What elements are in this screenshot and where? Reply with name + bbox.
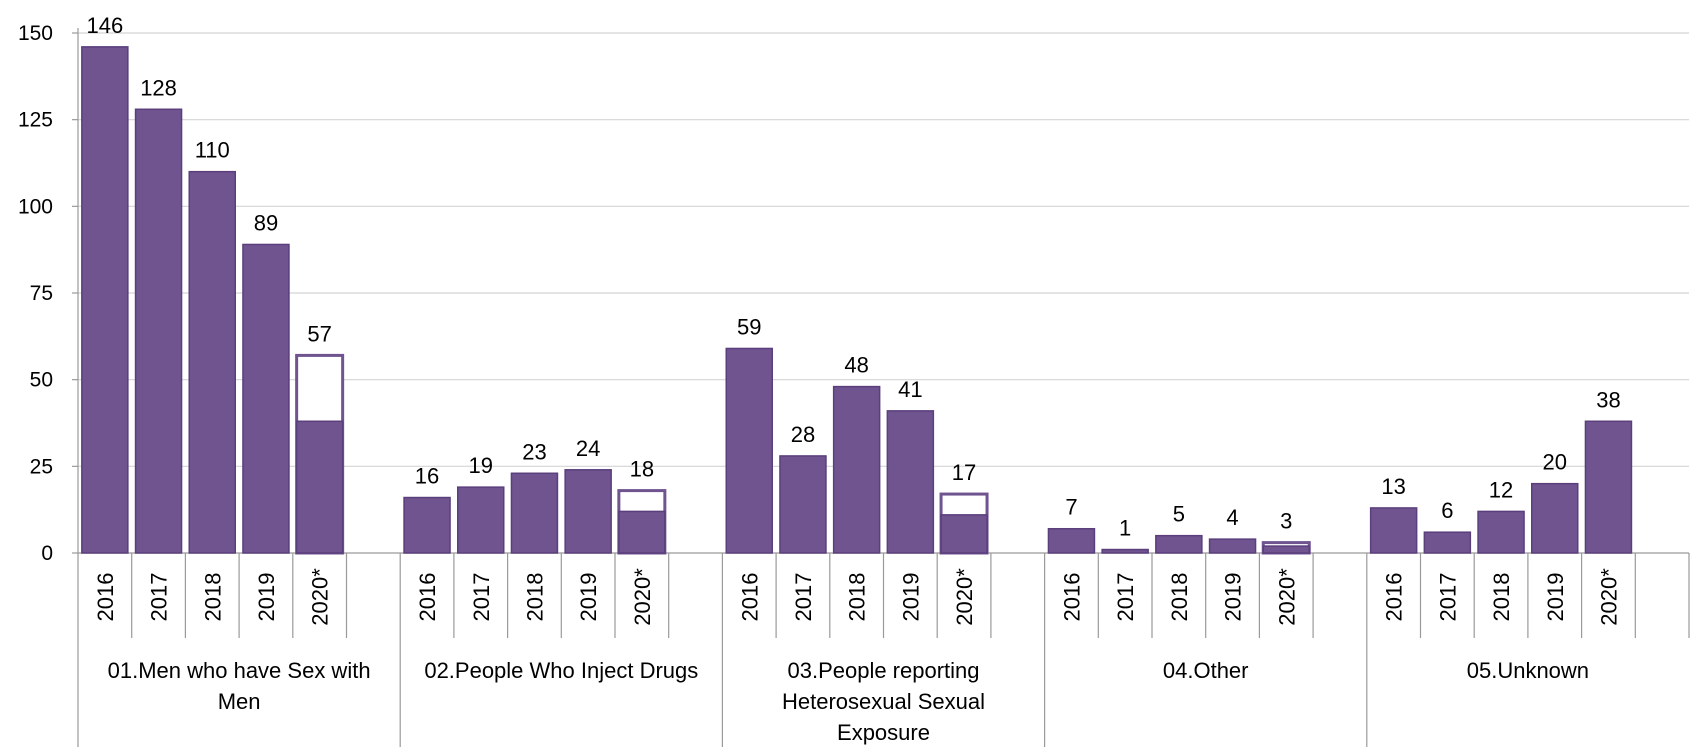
x-tick-label: 2017: [791, 573, 816, 622]
data-label: 6: [1441, 498, 1453, 523]
x-tick-label: 2020*: [630, 568, 655, 626]
bar-3-4-filled: [1262, 545, 1310, 554]
bar-4-2: [1477, 510, 1525, 554]
bar-0-1: [134, 108, 183, 554]
data-label: 18: [630, 457, 654, 482]
bar-0-4-filled: [295, 420, 344, 554]
x-tick-label: 2017: [147, 573, 172, 622]
x-tick-label: 2019: [254, 573, 279, 622]
data-label: 12: [1489, 477, 1513, 502]
group-label: Heterosexual Sexual: [782, 689, 985, 714]
data-label: 57: [307, 321, 331, 346]
bar-3-0: [1047, 527, 1096, 554]
group-label: Exposure: [837, 720, 930, 745]
bar-2-3: [886, 410, 935, 554]
data-label: 110: [195, 138, 230, 163]
data-label: 38: [1596, 387, 1620, 412]
group-label: 03.People reporting: [787, 658, 979, 683]
y-tick-label: 150: [18, 22, 53, 45]
data-label: 20: [1543, 450, 1567, 475]
x-tick-label: 2018: [522, 573, 547, 622]
data-label: 4: [1226, 505, 1238, 530]
group-label: 02.People Who Inject Drugs: [424, 658, 698, 683]
bar-0-2: [188, 170, 236, 554]
bar-4-3: [1531, 482, 1579, 554]
x-tick-label: 2016: [93, 573, 118, 622]
data-label: 13: [1381, 474, 1405, 499]
bar-1-1: [457, 486, 505, 554]
y-tick-label: 0: [41, 542, 53, 565]
x-tick-label: 2020*: [1274, 568, 1299, 626]
bar-0-3: [242, 243, 290, 554]
x-tick-label: 2016: [737, 573, 762, 622]
x-tick-label: 2020*: [308, 568, 333, 626]
bar-1-4-filled: [618, 510, 666, 554]
x-tick-label: 2020*: [1596, 568, 1621, 626]
bar-1-3: [564, 469, 612, 554]
gridlines: [78, 32, 1689, 467]
x-tick-label: 2019: [576, 573, 601, 622]
data-label: 48: [844, 353, 868, 378]
group-label: 05.Unknown: [1467, 658, 1589, 683]
x-tick-label: 2016: [1059, 573, 1084, 622]
bar-2-0: [725, 347, 773, 554]
bar-4-0: [1369, 507, 1418, 554]
y-tick-label: 50: [30, 369, 53, 392]
y-tick-label: 100: [18, 195, 53, 218]
x-axis-categories: 2016 2017 2018 2019 2020* 01.Men who have Sex…: [77, 553, 1690, 747]
y-tick-label: 125: [18, 109, 53, 132]
x-tick-label: 2019: [1543, 573, 1568, 622]
bars: [81, 46, 1633, 555]
data-label: 3: [1280, 509, 1292, 534]
bar-4-1: [1423, 531, 1472, 554]
data-label: 23: [522, 439, 546, 464]
data-label: 5: [1173, 502, 1185, 527]
data-label: 128: [140, 75, 177, 100]
x-tick-label: 2017: [1435, 573, 1460, 622]
data-label: 1: [1119, 516, 1131, 541]
x-tick-label: 2017: [1113, 573, 1138, 622]
x-tick-label: 2019: [898, 573, 923, 622]
x-tick-label: 2020*: [952, 568, 977, 626]
x-tick-label: 2019: [1221, 573, 1246, 622]
data-label: 16: [415, 464, 439, 489]
x-tick-label: 2017: [469, 573, 494, 622]
bar-0-0: [81, 46, 129, 554]
data-label: 41: [898, 377, 922, 402]
group-label: 04.Other: [1163, 658, 1249, 683]
x-tick-label: 2016: [1382, 573, 1407, 622]
bar-2-4-filled: [940, 514, 988, 554]
bar-2-1: [779, 455, 827, 554]
data-label: 59: [737, 314, 761, 339]
x-tick-label: 2018: [1167, 573, 1192, 622]
data-label: 7: [1065, 495, 1077, 520]
data-label: 28: [791, 422, 815, 447]
x-tick-label: 2018: [845, 573, 870, 622]
data-label: 17: [952, 460, 976, 485]
data-labels: 146 128 110 89 57 16 19 23 24 18 59 28 48 41 17 7 1 5 4 3 13…: [86, 13, 1620, 541]
bar-3-2: [1155, 534, 1203, 554]
data-label: 89: [254, 210, 278, 235]
x-tick-label: 2016: [415, 573, 440, 622]
x-tick-label: 2018: [200, 573, 225, 622]
data-label: 146: [86, 13, 123, 38]
y-tick-label: 75: [30, 282, 53, 305]
bar-3-3: [1208, 538, 1257, 554]
x-tick-label: 2018: [1489, 573, 1514, 622]
bar-1-0: [403, 496, 451, 554]
bar-2-2: [832, 385, 881, 554]
bar-1-2: [510, 472, 559, 554]
group-label: 01.Men who have Sex with: [108, 658, 371, 683]
data-label: 19: [469, 453, 493, 478]
bar-3-1: [1101, 548, 1149, 554]
y-tick-label: 25: [30, 455, 53, 478]
group-label: Men: [218, 689, 261, 714]
bar-4-4: [1584, 420, 1633, 554]
data-label: 24: [576, 436, 600, 461]
